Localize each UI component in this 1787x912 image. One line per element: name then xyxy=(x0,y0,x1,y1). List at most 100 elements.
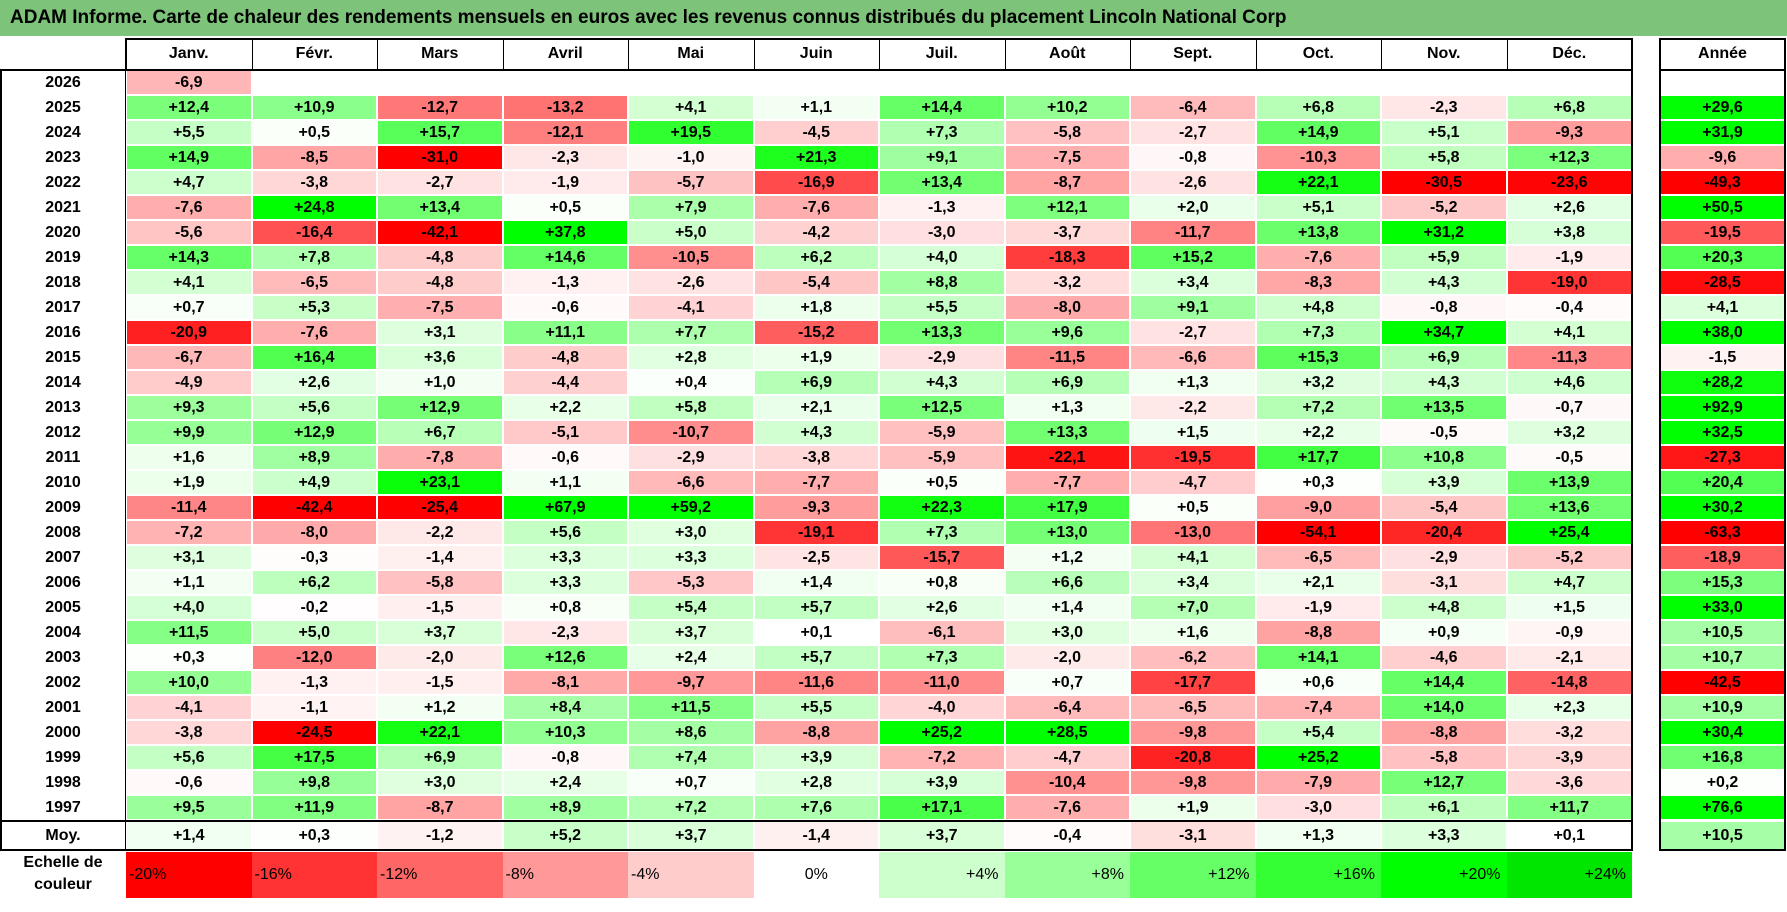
heatmap-cell: -24,5 xyxy=(252,721,376,744)
heatmap-cell: +7,9 xyxy=(629,196,753,219)
heatmap-cell: -4,7 xyxy=(1005,746,1129,769)
heatmap-cell: -8,8 xyxy=(754,721,878,744)
month-header-divider xyxy=(753,38,755,70)
average-cell: +1,4 xyxy=(127,822,251,849)
heatmap-cell xyxy=(378,71,502,94)
year-label: 2007 xyxy=(0,545,126,570)
heatmap-cell: -9,3 xyxy=(754,496,878,519)
heatmap-cell: +0,5 xyxy=(1131,496,1255,519)
heatmap-cell: +5,3 xyxy=(252,296,376,319)
color-scale-cell: +8% xyxy=(1004,852,1130,898)
heatmap-cell: -2,7 xyxy=(1131,121,1255,144)
heatmap-cell: -11,0 xyxy=(880,671,1004,694)
heatmap-cell: +4,3 xyxy=(754,421,878,444)
heatmap-cell: +2,1 xyxy=(1256,571,1380,594)
heatmap-cell: +13,0 xyxy=(1005,521,1129,544)
heatmap-cell: -16,4 xyxy=(252,221,376,244)
month-header: Nov. xyxy=(1381,38,1507,70)
heatmap-cell: -17,7 xyxy=(1131,671,1255,694)
heatmap-cell: -3,8 xyxy=(127,721,251,744)
heatmap-cell: +1,5 xyxy=(1131,421,1255,444)
heatmap-cell: +0,5 xyxy=(503,196,627,219)
annual-cell: +28,2 xyxy=(1661,371,1784,394)
heatmap-cell: -1,9 xyxy=(1256,596,1380,619)
color-scale-cell: +4% xyxy=(879,852,1005,898)
annual-cell: -49,3 xyxy=(1661,171,1784,194)
heatmap-cell: -3,2 xyxy=(1507,721,1631,744)
heatmap-cell: -6,4 xyxy=(1131,96,1255,119)
heatmap-cell: +11,9 xyxy=(252,796,376,819)
heatmap-cell: +5,5 xyxy=(880,296,1004,319)
annual-cell: +0,2 xyxy=(1661,771,1784,794)
year-label: 2001 xyxy=(0,695,126,720)
heatmap-cell: +9,5 xyxy=(127,796,251,819)
heatmap-cell: -5,8 xyxy=(1382,746,1506,769)
heatmap-cell: +3,7 xyxy=(629,621,753,644)
heatmap-cell: -23,6 xyxy=(1507,171,1631,194)
heatmap-cell: -1,4 xyxy=(378,546,502,569)
average-annual-cell: +10,5 xyxy=(1661,822,1784,849)
heatmap-cell: -4,6 xyxy=(1382,646,1506,669)
heatmap-cell: +1,9 xyxy=(127,471,251,494)
heatmap-cell: -5,4 xyxy=(1382,496,1506,519)
average-cell: +0,1 xyxy=(1507,822,1631,849)
heatmap-cell: +13,3 xyxy=(880,321,1004,344)
heatmap-cell: -3,6 xyxy=(1507,771,1631,794)
heatmap-cell: +12,1 xyxy=(1005,196,1129,219)
heatmap-cell: -3,1 xyxy=(1382,571,1506,594)
heatmap-cell: -6,6 xyxy=(629,471,753,494)
heatmap-cell: +4,9 xyxy=(252,471,376,494)
heatmap-cell: +15,2 xyxy=(1131,246,1255,269)
heatmap-cell: -11,7 xyxy=(1131,221,1255,244)
heatmap-cell: -5,9 xyxy=(880,421,1004,444)
year-label: 2015 xyxy=(0,345,126,370)
average-separator xyxy=(0,820,1633,822)
heatmap-cell: +28,5 xyxy=(1005,721,1129,744)
heatmap-cell: +3,1 xyxy=(378,321,502,344)
color-scale-label: Echelle de couleur xyxy=(23,854,103,893)
heatmap-cell: +1,2 xyxy=(1005,546,1129,569)
heatmap-cell: -2,2 xyxy=(1131,396,1255,419)
heatmap-cell: +9,1 xyxy=(1131,296,1255,319)
heatmap-cell: +6,9 xyxy=(378,746,502,769)
heatmap-cell: +3,1 xyxy=(127,546,251,569)
heatmap-cell: -2,3 xyxy=(503,621,627,644)
heatmap-cell: -8,7 xyxy=(1005,171,1129,194)
year-label: 2000 xyxy=(0,720,126,745)
heatmap-cell: -11,6 xyxy=(754,671,878,694)
annual-cell: +4,1 xyxy=(1661,296,1784,319)
heatmap-cell: +15,3 xyxy=(1256,346,1380,369)
heatmap-cell: +13,4 xyxy=(378,196,502,219)
heatmap-cell: +0,9 xyxy=(1382,621,1506,644)
heatmap-cell: -6,5 xyxy=(252,271,376,294)
month-header: Août xyxy=(1004,38,1130,70)
heatmap-cell: -2,9 xyxy=(1382,546,1506,569)
heatmap-cell: -0,4 xyxy=(1507,296,1631,319)
annual-cell: -1,5 xyxy=(1661,346,1784,369)
year-label: 2016 xyxy=(0,320,126,345)
heatmap-cell: -5,4 xyxy=(754,271,878,294)
heatmap-cell: +6,6 xyxy=(1005,571,1129,594)
heatmap-cell: -0,6 xyxy=(127,771,251,794)
heatmap-cell: -0,7 xyxy=(1507,396,1631,419)
year-label: 2010 xyxy=(0,470,126,495)
heatmap-cell: +5,4 xyxy=(1256,721,1380,744)
heatmap-cell: -7,6 xyxy=(1005,796,1129,819)
heatmap-cell: +3,3 xyxy=(503,571,627,594)
heatmap-cell xyxy=(880,71,1004,94)
heatmap-cell: +3,9 xyxy=(754,746,878,769)
annual-cell: +92,9 xyxy=(1661,396,1784,419)
annual-cell: +30,4 xyxy=(1661,721,1784,744)
heatmap-cell: -15,7 xyxy=(880,546,1004,569)
heatmap-cell: +13,3 xyxy=(1005,421,1129,444)
heatmap-cell: -13,0 xyxy=(1131,521,1255,544)
average-label: Moy. xyxy=(0,821,126,850)
heatmap-cell xyxy=(629,71,753,94)
heatmap-cell: -7,8 xyxy=(378,446,502,469)
heatmap-cell xyxy=(1507,71,1631,94)
heatmap-cell: -18,3 xyxy=(1005,246,1129,269)
heatmap-cell: -19,5 xyxy=(1131,446,1255,469)
heatmap-cell: +12,7 xyxy=(1382,771,1506,794)
heatmap-cell: +0,7 xyxy=(629,771,753,794)
month-header: Déc. xyxy=(1506,38,1632,70)
